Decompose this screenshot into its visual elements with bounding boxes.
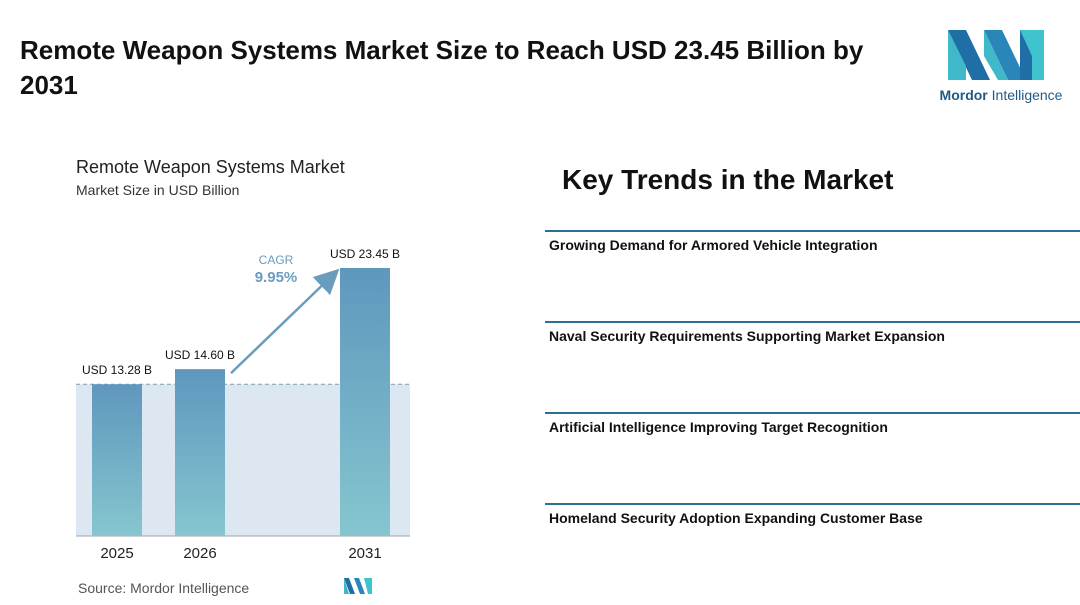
bar-2025 (92, 384, 142, 536)
chart-title: Remote Weapon Systems Market (76, 157, 345, 177)
data-label-2026: USD 14.60 B (165, 348, 235, 362)
trend-item-2: Naval Security Requirements Supporting M… (545, 321, 1080, 344)
mini-logo-icon (344, 578, 372, 594)
cagr-value: 9.95% (255, 269, 298, 286)
bar-2026 (175, 369, 225, 536)
chart-source: Source: Mordor Intelligence (78, 580, 250, 596)
page-title: Remote Weapon Systems Market Size to Rea… (20, 35, 864, 100)
bar-chart: USD 13.28 B 2025 USD 14.60 B 2026 USD 23.45 … (76, 247, 410, 562)
logo-text: Mordor Intelligence (939, 87, 1063, 103)
mordor-intelligence-logo (948, 30, 1044, 80)
x-tick-2025: 2025 (100, 545, 133, 562)
x-tick-2031: 2031 (348, 545, 381, 562)
trend-item-1: Growing Demand for Armored Vehicle Integ… (545, 230, 1080, 253)
bar-2031 (340, 268, 390, 536)
trend-item-3: Artificial Intelligence Improving Target… (545, 412, 1080, 435)
trend-item-4: Homeland Security Adoption Expanding Cus… (545, 503, 1080, 526)
cagr-label: CAGR (259, 253, 294, 267)
x-tick-2026: 2026 (183, 545, 216, 562)
data-label-2025: USD 13.28 B (82, 363, 152, 377)
chart-subtitle: Market Size in USD Billion (76, 182, 240, 198)
data-label-2031: USD 23.45 B (330, 247, 400, 261)
cagr-arrow (230, 268, 340, 375)
key-trends-heading: Key Trends in the Market (562, 164, 894, 195)
